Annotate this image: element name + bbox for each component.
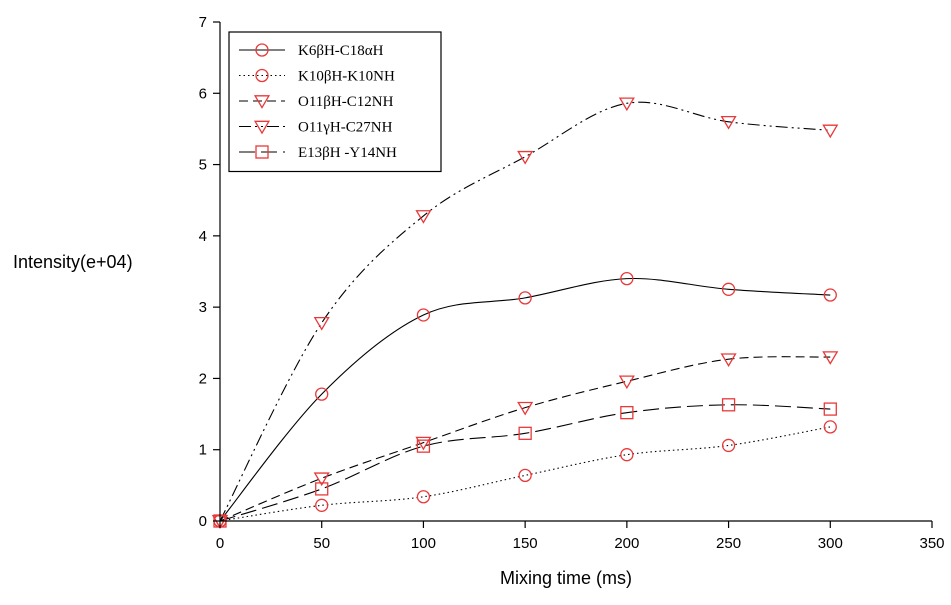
data-point-series-2: [620, 448, 634, 462]
data-point-series-3: [618, 375, 635, 390]
x-tick-label: 200: [614, 535, 639, 552]
y-tick-label: 4: [199, 228, 207, 245]
data-point-series-4: [415, 210, 432, 224]
legend-marker-1: [255, 43, 269, 57]
data-point-series-5: [620, 405, 634, 420]
data-point-series-3: [313, 472, 330, 487]
data-point-series-1: [518, 291, 532, 305]
data-point-series-4: [313, 317, 330, 331]
x-tick-label: 300: [818, 535, 843, 552]
data-point-series-3: [415, 436, 432, 451]
legend-entry-label: O11βH-C12NH: [298, 94, 394, 110]
data-point-series-2: [416, 490, 431, 504]
legend-entry-label: O11γH-C27NH: [298, 120, 393, 136]
legend-marker-4: [253, 120, 271, 135]
data-point-series-5: [823, 402, 837, 416]
data-point-series-4: [618, 97, 635, 112]
x-tick-label: 150: [513, 535, 538, 552]
y-axis-ticks: 0 1 2 3 4 5 6 7: [199, 14, 220, 530]
legend: K6βH-C18αH K10βH-K10NH O11βH-C12NH O11γH-C2…: [228, 31, 442, 173]
data-point-series-2: [823, 420, 837, 434]
data-point-series-1: [315, 387, 329, 401]
y-tick-label: 7: [199, 14, 207, 31]
series-line-3: [219, 356, 831, 522]
data-point-series-4: [720, 115, 737, 130]
data-point-series-3: [720, 353, 737, 368]
data-point-series-3: [822, 351, 839, 365]
legend-marker-5: [255, 145, 269, 159]
y-tick-label: 6: [199, 85, 207, 102]
legend-entry-label: K6βH-C18αH: [298, 43, 384, 59]
series-line-4: [219, 101, 831, 522]
data-point-series-5: [721, 398, 736, 412]
data-point-series-5: [315, 482, 329, 496]
data-point-series-2: [518, 468, 532, 483]
y-tick-label: 5: [199, 157, 207, 174]
series-line-5: [219, 404, 831, 522]
x-axis-title: Mixing time (ms): [500, 568, 632, 588]
series-line-2: [219, 426, 831, 522]
legend-entry-label: E13βH -Y14NH: [298, 145, 397, 161]
y-tick-label: 3: [199, 299, 207, 316]
data-point-series-3: [517, 401, 534, 416]
series-line-1: [219, 277, 831, 522]
data-point-series-5: [416, 439, 431, 453]
x-axis-ticks: 0 50 100 150 200 250 300 350: [216, 521, 945, 552]
x-tick-label: 50: [313, 535, 330, 552]
x-tick-label: 0: [216, 535, 224, 552]
legend-marker-2: [255, 68, 269, 83]
axes: [219, 22, 932, 522]
data-point-series-1: [620, 271, 634, 286]
x-tick-label: 100: [411, 535, 436, 552]
y-tick-label: 1: [199, 442, 207, 459]
y-axis-title: Intensity(e+04): [13, 252, 133, 272]
data-point-series-2: [315, 498, 329, 512]
y-tick-label: 0: [199, 513, 207, 530]
data-point-series-2: [721, 438, 736, 453]
data-point-series-1: [823, 288, 837, 302]
data-point-series-4: [822, 124, 839, 139]
x-tick-label: 250: [716, 535, 741, 552]
data-point-series-1: [416, 308, 431, 322]
legend-entry-label: K10βH-K10NH: [298, 69, 395, 85]
y-tick-label: 2: [199, 370, 207, 387]
data-point-series-5: [518, 426, 532, 440]
data-point-series-1: [721, 282, 736, 296]
legend-marker-3: [253, 95, 271, 109]
data-point-series-4: [517, 150, 534, 165]
x-tick-label: 350: [919, 535, 944, 552]
